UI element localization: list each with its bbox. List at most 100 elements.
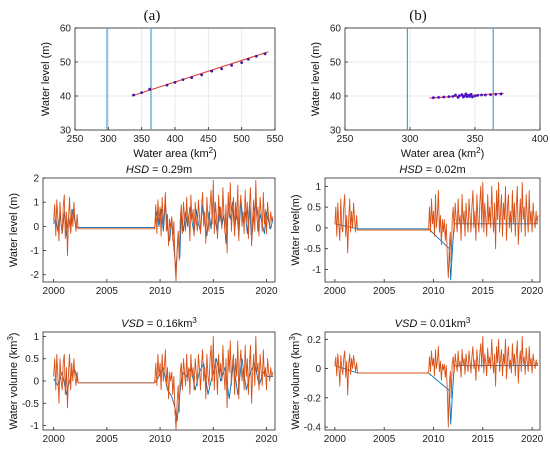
- data-point: [432, 96, 435, 100]
- panel-title: HSD = 0.29m: [126, 164, 192, 176]
- y-tick-label: 40: [60, 92, 72, 103]
- data-point: [263, 52, 267, 56]
- x-tick-label: 250: [337, 134, 354, 145]
- y-tick-label: -2: [30, 270, 39, 281]
- y-tick-label: 30: [330, 126, 342, 137]
- y-tick-label: -0.4: [304, 423, 322, 434]
- x-tick-label: 300: [100, 134, 117, 145]
- y-axis-label: Water level (m): [40, 42, 52, 116]
- data-point: [499, 92, 503, 96]
- x-tick-label: 2010: [149, 434, 172, 445]
- data-point: [469, 92, 473, 96]
- data-point: [460, 93, 464, 97]
- x-tick-label: 250: [67, 134, 84, 145]
- x-tick-label: 2020: [255, 286, 278, 297]
- x-tick-label: 550: [267, 134, 284, 145]
- data-point: [489, 93, 492, 97]
- data-point: [132, 93, 136, 97]
- panel-a-volume: 2000 2005 2010 2015 2020 1 0.5 0 -0.5 -1 Water vol…: [6, 316, 278, 445]
- data-point: [471, 95, 474, 99]
- series-line-blue: [334, 223, 538, 281]
- panel-title: HSD = 0.02m: [399, 164, 465, 176]
- y-tick-label: 60: [330, 24, 342, 35]
- data-point: [437, 95, 440, 99]
- x-tick-label: 2000: [324, 286, 347, 297]
- data-point: [468, 94, 472, 98]
- data-point: [230, 64, 234, 67]
- x-tick-label: 2020: [255, 434, 278, 445]
- axes-frame: [344, 27, 541, 131]
- data-point: [240, 61, 244, 65]
- data-point: [181, 78, 185, 82]
- data-point: [140, 91, 144, 94]
- x-axis-label: Water area (km2): [401, 146, 485, 160]
- data-point: [200, 73, 204, 77]
- data-point: [254, 54, 258, 58]
- series-line-blue: [334, 365, 538, 425]
- x-tick-label: 2005: [96, 434, 119, 445]
- data-point: [246, 57, 250, 61]
- y-tick-label: -1: [30, 246, 39, 257]
- series-line-orange: [53, 179, 274, 282]
- data-point: [165, 83, 169, 87]
- x-tick-label: 2005: [373, 286, 396, 297]
- x-tick-label: 450: [200, 134, 217, 145]
- y-tick-label: 0: [315, 364, 321, 375]
- y-tick-label: 60: [60, 24, 72, 35]
- panel-label-b: (b): [409, 8, 427, 24]
- panel-b-level: 2000 2005 2010 2015 2020 1 0.5 0 -0.5 -1 Water lev…: [290, 164, 544, 297]
- data-point: [447, 95, 451, 99]
- plot-area: [53, 336, 274, 430]
- y-axis-label: Water volume (km3): [288, 333, 302, 430]
- data-point: [442, 95, 446, 99]
- panel-a-level: 2000 2005 2010 2015 2020 2 1 0 -1 -2 Water level (…: [8, 164, 278, 297]
- data-point: [220, 67, 224, 71]
- data-point: [476, 93, 479, 97]
- y-axis-label: Water level(m): [290, 194, 302, 265]
- data-point: [484, 93, 487, 97]
- data-point: [190, 76, 194, 80]
- data-point: [494, 92, 498, 96]
- y-tick-label: 30: [60, 126, 72, 137]
- x-tick-label: 2005: [373, 434, 396, 445]
- fit-line: [131, 51, 269, 97]
- series-line-orange: [53, 336, 274, 430]
- x-tick-label: 2020: [521, 434, 544, 445]
- y-tick-label: 0.5: [307, 203, 321, 214]
- y-tick-label: 2: [33, 174, 39, 185]
- x-tick-label: 350: [467, 134, 484, 145]
- x-tick-label: 500: [233, 134, 250, 145]
- plot-area: [106, 28, 269, 130]
- x-tick-label: 300: [402, 134, 419, 145]
- y-tick-label: 0: [33, 377, 39, 388]
- data-point: [210, 69, 214, 73]
- panel-title: VSD = 0.16km3: [121, 316, 197, 330]
- y-tick-label: 1: [33, 198, 39, 209]
- x-tick-label: 2000: [43, 286, 66, 297]
- x-tick-label: 2010: [149, 286, 172, 297]
- data-point: [463, 94, 466, 98]
- y-tick-label: -0.5: [304, 244, 322, 255]
- data-point: [148, 87, 152, 91]
- axes-frame: [324, 177, 541, 283]
- x-tick-label: 400: [532, 134, 549, 145]
- x-axis-label: Water area (km2): [133, 146, 217, 160]
- y-axis-label: Water volume (km3): [6, 333, 20, 430]
- panel-title: VSD = 0.01km3: [395, 316, 471, 330]
- panel-label-a: (a): [144, 8, 161, 24]
- data-point: [464, 92, 468, 96]
- y-tick-label: -1: [30, 421, 39, 432]
- y-tick-label: -0.5: [22, 399, 40, 410]
- plot-area: [334, 335, 539, 428]
- y-tick-label: -1: [312, 265, 321, 276]
- y-tick-label: 50: [330, 58, 342, 69]
- x-tick-label: 2010: [422, 286, 445, 297]
- series-line-orange: [334, 181, 539, 279]
- x-tick-label: 2020: [521, 286, 544, 297]
- y-axis-label: Water level (m): [8, 193, 20, 267]
- axes-frame: [324, 331, 541, 431]
- x-tick-label: 2015: [202, 434, 225, 445]
- y-tick-label: 40: [330, 92, 342, 103]
